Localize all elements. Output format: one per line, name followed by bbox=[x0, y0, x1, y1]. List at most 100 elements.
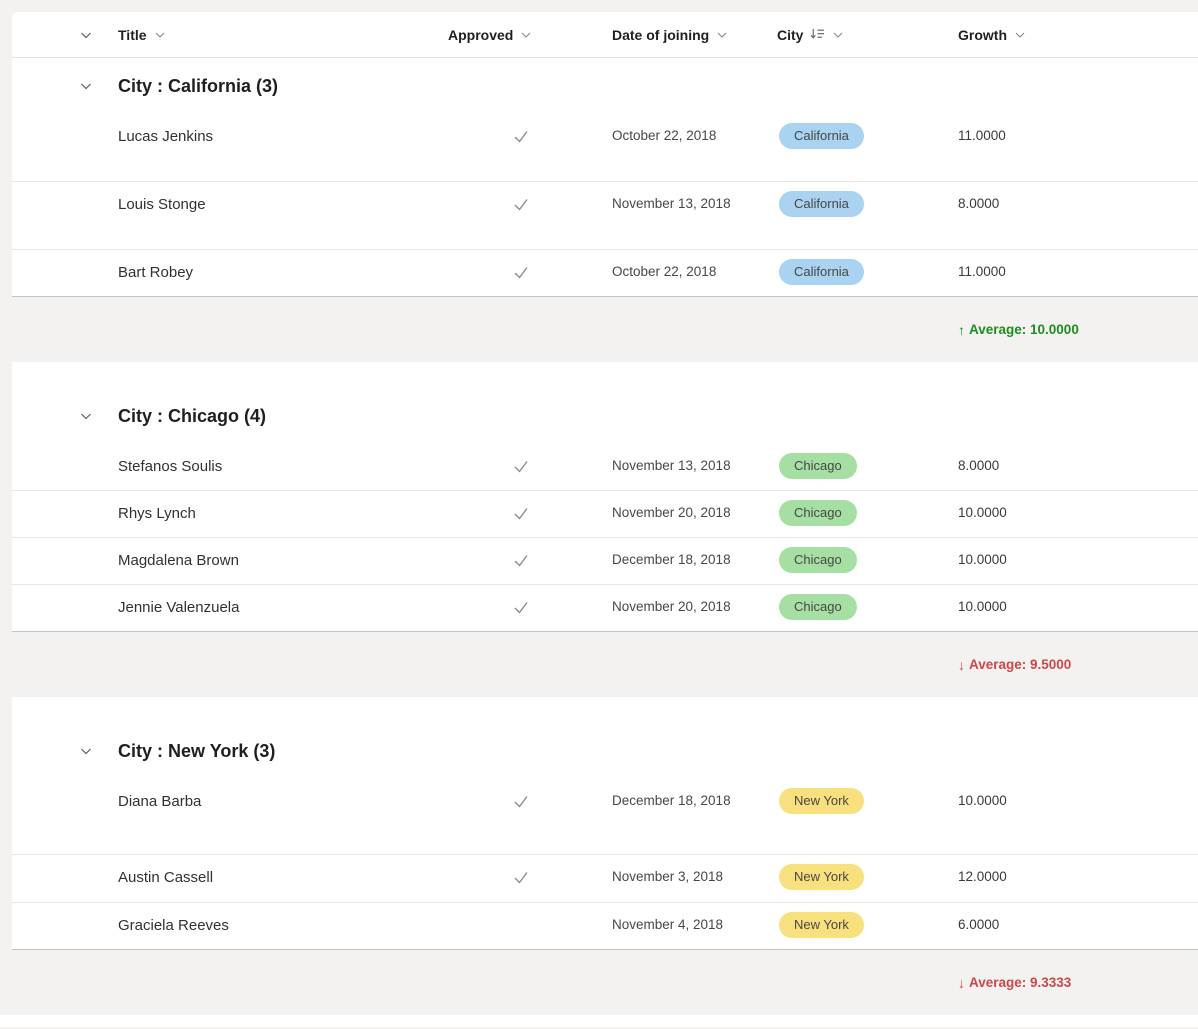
table-row[interactable]: Louis Stonge November 13, 2018 Californi… bbox=[12, 182, 1198, 250]
approved-cell bbox=[448, 538, 612, 569]
grouped-list: Title Approved Date of joining City Grow… bbox=[12, 12, 1198, 1015]
city-pill: Chicago bbox=[779, 547, 857, 573]
table-row[interactable]: Graciela Reeves November 4, 2018 New Yor… bbox=[12, 903, 1198, 949]
checkmark-icon bbox=[514, 508, 528, 520]
column-label: City bbox=[777, 26, 804, 43]
chevron-down-icon bbox=[717, 32, 727, 38]
title-cell: Diana Barba bbox=[118, 793, 202, 810]
table-row[interactable]: Magdalena Brown December 18, 2018 Chicag… bbox=[12, 538, 1198, 585]
trend-up-arrow-icon: ↑ bbox=[958, 321, 965, 338]
title-cell: Jennie Valenzuela bbox=[118, 599, 240, 616]
checkmark-icon bbox=[514, 267, 528, 279]
table-row[interactable]: Bart Robey October 22, 2018 California 1… bbox=[12, 250, 1198, 296]
group-header-new-york[interactable]: City : New York (3) bbox=[12, 723, 1198, 779]
checkmark-icon bbox=[514, 461, 528, 473]
title-cell: Louis Stonge bbox=[118, 196, 206, 213]
group-average: ↓ Average: 9.5000 bbox=[958, 657, 1198, 673]
column-label: Date of joining bbox=[612, 26, 710, 43]
average-label: Average: 10.0000 bbox=[969, 322, 1079, 337]
average-label: Average: 9.5000 bbox=[969, 657, 1072, 672]
group-collapse-chevron[interactable] bbox=[70, 735, 102, 767]
checkmark-icon bbox=[514, 602, 528, 614]
approved-cell bbox=[448, 491, 612, 522]
column-header-growth[interactable]: Growth bbox=[958, 27, 1198, 43]
date-cell: November 13, 2018 bbox=[612, 458, 731, 473]
table-row[interactable]: Stefanos Soulis November 13, 2018 Chicag… bbox=[12, 444, 1198, 491]
column-header-city[interactable]: City bbox=[777, 27, 958, 43]
group-collapse-chevron[interactable] bbox=[70, 70, 102, 102]
date-cell: October 22, 2018 bbox=[612, 128, 717, 143]
approved-cell bbox=[448, 779, 612, 810]
city-pill: Chicago bbox=[779, 500, 857, 526]
group-title: City : New York (3) bbox=[118, 740, 276, 761]
average-label: Average: 9.3333 bbox=[969, 975, 1072, 990]
approved-cell bbox=[448, 855, 612, 886]
trend-down-arrow-icon: ↓ bbox=[958, 656, 965, 673]
checkmark-icon bbox=[514, 872, 528, 884]
city-pill: New York bbox=[779, 912, 864, 938]
column-header-title[interactable]: Title bbox=[118, 27, 448, 43]
approved-cell bbox=[448, 444, 612, 475]
column-header-approved[interactable]: Approved bbox=[448, 27, 612, 43]
growth-cell: 10.0000 bbox=[958, 552, 1007, 567]
growth-cell: 8.0000 bbox=[958, 458, 1000, 473]
date-cell: December 18, 2018 bbox=[612, 552, 731, 567]
expand-all-chevron[interactable] bbox=[70, 19, 102, 51]
group-average: ↑ Average: 10.0000 bbox=[958, 322, 1198, 338]
date-cell: October 22, 2018 bbox=[612, 264, 717, 279]
checkmark-icon bbox=[514, 131, 528, 143]
trend-down-arrow-icon: ↓ bbox=[958, 974, 965, 991]
city-pill: California bbox=[779, 123, 864, 149]
group-summary-row: ↑ Average: 10.0000 bbox=[12, 296, 1198, 362]
growth-cell: 11.0000 bbox=[958, 264, 1006, 279]
checkmark-icon bbox=[514, 199, 528, 211]
date-cell: November 20, 2018 bbox=[612, 599, 731, 614]
title-cell: Lucas Jenkins bbox=[118, 128, 214, 145]
checkmark-icon bbox=[514, 555, 528, 567]
growth-cell: 10.0000 bbox=[958, 505, 1007, 520]
table-row[interactable]: Austin Cassell November 3, 2018 New York… bbox=[12, 855, 1198, 903]
group-header-california[interactable]: City : California (3) bbox=[12, 58, 1198, 114]
growth-cell: 12.0000 bbox=[958, 869, 1007, 884]
chevron-down-icon bbox=[834, 32, 843, 38]
city-pill: California bbox=[779, 259, 864, 285]
group-header-chicago[interactable]: City : Chicago (4) bbox=[12, 388, 1198, 444]
table-row[interactable]: Diana Barba December 18, 2018 New York 1… bbox=[12, 779, 1198, 855]
group-title: City : California (3) bbox=[118, 75, 279, 96]
growth-cell: 10.0000 bbox=[958, 793, 1007, 808]
approved-cell bbox=[448, 585, 612, 616]
title-cell: Stefanos Soulis bbox=[118, 458, 223, 475]
grouped-by-icon bbox=[811, 29, 825, 39]
column-header-row: Title Approved Date of joining City Grow… bbox=[12, 12, 1198, 58]
title-cell: Rhys Lynch bbox=[118, 505, 196, 522]
growth-cell: 10.0000 bbox=[958, 599, 1007, 614]
date-cell: December 18, 2018 bbox=[612, 793, 731, 808]
group-title: City : Chicago (4) bbox=[118, 405, 267, 426]
column-label: Approved bbox=[448, 26, 514, 43]
bottom-strip bbox=[0, 1015, 1198, 1027]
date-cell: November 13, 2018 bbox=[612, 196, 731, 211]
approved-cell bbox=[448, 903, 612, 934]
table-row[interactable]: Lucas Jenkins October 22, 2018 Californi… bbox=[12, 114, 1198, 182]
column-label: Title bbox=[118, 26, 147, 43]
group-collapse-chevron[interactable] bbox=[70, 400, 102, 432]
city-pill: California bbox=[779, 191, 864, 217]
table-row[interactable]: Jennie Valenzuela November 20, 2018 Chic… bbox=[12, 585, 1198, 631]
title-cell: Magdalena Brown bbox=[118, 552, 239, 569]
title-cell: Bart Robey bbox=[118, 264, 194, 281]
approved-cell bbox=[448, 250, 612, 281]
group-spacer bbox=[12, 697, 1198, 723]
group-average: ↓ Average: 9.3333 bbox=[958, 975, 1198, 991]
table-row[interactable]: Rhys Lynch November 20, 2018 Chicago 10.… bbox=[12, 491, 1198, 538]
approved-cell bbox=[448, 182, 612, 213]
title-cell: Graciela Reeves bbox=[118, 917, 229, 934]
city-pill: New York bbox=[779, 864, 864, 890]
growth-cell: 11.0000 bbox=[958, 128, 1006, 143]
date-cell: November 3, 2018 bbox=[612, 869, 724, 884]
approved-cell bbox=[448, 114, 612, 145]
column-header-date-of-joining[interactable]: Date of joining bbox=[612, 27, 777, 43]
chevron-down-icon bbox=[1015, 32, 1025, 38]
growth-cell: 8.0000 bbox=[958, 196, 1000, 211]
checkmark-icon bbox=[514, 796, 528, 808]
group-spacer bbox=[12, 362, 1198, 388]
